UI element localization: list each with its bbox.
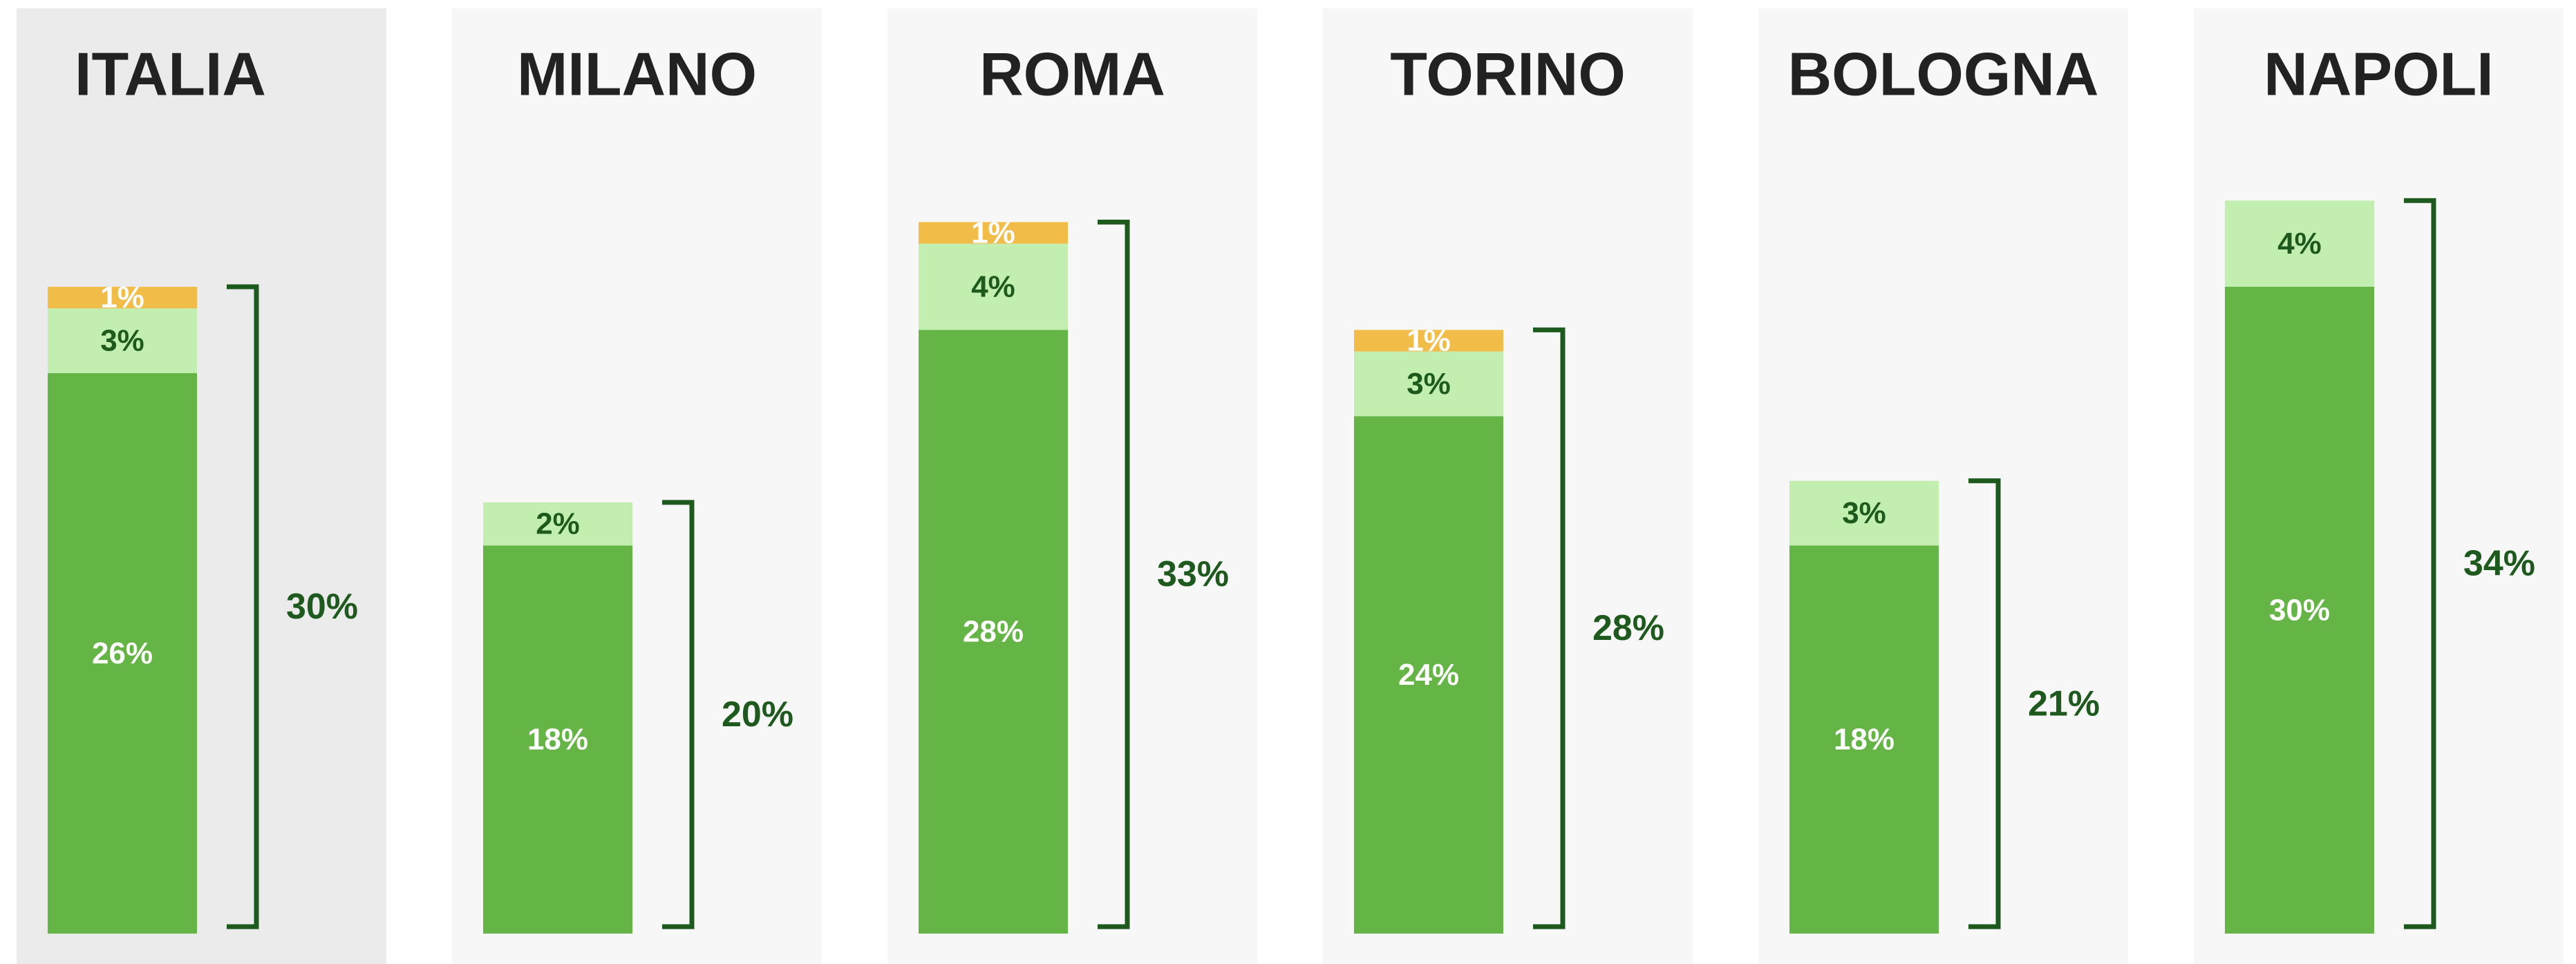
segment-label: 24% <box>1398 658 1459 692</box>
total-label: 30% <box>286 587 358 627</box>
bar-segment <box>483 545 632 934</box>
panel-title: ITALIA <box>75 40 266 108</box>
bar-segment <box>483 502 632 546</box>
panel-title: NAPOLI <box>2264 40 2493 108</box>
segment-label: 3% <box>1407 367 1451 401</box>
total-label: 28% <box>1592 608 1664 648</box>
bar-segment <box>1789 480 1939 546</box>
total-bracket <box>227 284 259 929</box>
total-bracket <box>2404 198 2436 929</box>
segment-label: 3% <box>1842 496 1886 530</box>
segment-label: 4% <box>2277 227 2322 261</box>
total-bracket <box>1098 219 1130 929</box>
panel-title: ROMA <box>979 40 1165 108</box>
panel-title: BOLOGNA <box>1788 40 2099 108</box>
total-label: 21% <box>2028 683 2100 724</box>
bar-segment <box>919 222 1068 244</box>
segment-label: 28% <box>963 615 1024 649</box>
segment-label: 18% <box>1834 723 1895 757</box>
bar-segment <box>2225 200 2374 287</box>
bar-segment <box>919 243 1068 330</box>
total-label: 20% <box>722 694 793 735</box>
bar-segment <box>1354 351 1503 417</box>
panel-title: TORINO <box>1390 40 1626 108</box>
segment-label: 1% <box>971 216 1015 250</box>
bar-segment <box>48 308 197 373</box>
bar-segment <box>1354 416 1503 934</box>
segment-label: 3% <box>100 324 144 358</box>
panel-title: MILANO <box>517 40 757 108</box>
total-label: 33% <box>1157 554 1229 594</box>
total-label: 34% <box>2463 544 2535 584</box>
segment-label: 1% <box>1407 324 1451 358</box>
bar-segment <box>48 372 197 934</box>
segment-label: 18% <box>527 723 588 757</box>
segment-label: 26% <box>92 636 153 670</box>
segment-label: 4% <box>971 270 1015 304</box>
bar-segment <box>48 287 197 309</box>
total-bracket <box>662 500 695 929</box>
total-bracket <box>1968 478 2001 929</box>
total-bracket <box>1533 327 1566 929</box>
bar-segment <box>919 330 1068 934</box>
segment-label: 1% <box>100 281 144 314</box>
bar-segment <box>1354 330 1503 352</box>
segment-label: 30% <box>2269 594 2330 627</box>
segment-label: 2% <box>536 507 580 541</box>
bar-segment <box>1789 545 1939 934</box>
bar-segment <box>2225 287 2374 934</box>
